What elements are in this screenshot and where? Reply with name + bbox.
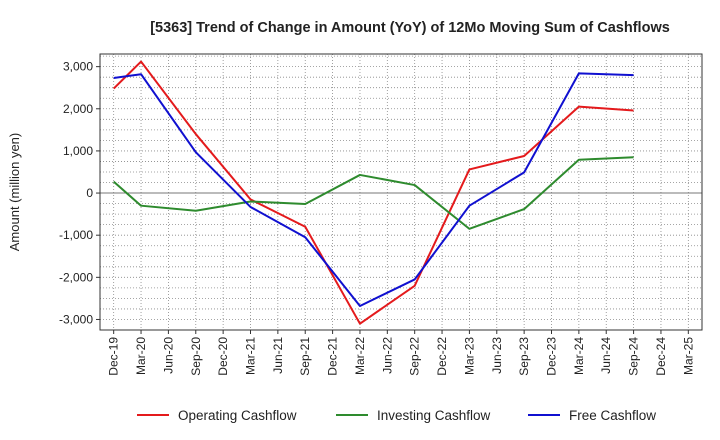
legend: Operating Cashflow Investing Cashflow Free… xyxy=(137,408,656,423)
x-tick-label: Mar-22 xyxy=(353,337,367,375)
y-tick-label: -3,000 xyxy=(59,312,93,326)
x-tick-label: Mar-24 xyxy=(572,337,586,375)
x-tick-label: Dec-24 xyxy=(654,337,668,376)
legend-label: Investing Cashflow xyxy=(377,408,491,423)
y-tick-label: -1,000 xyxy=(59,228,93,242)
x-tick-label: Sep-21 xyxy=(298,337,312,376)
series-lines xyxy=(112,60,634,325)
x-tick-label: Jun-24 xyxy=(599,337,613,374)
plot-frame xyxy=(99,53,703,331)
chart-title: [5363] Trend of Change in Amount (YoY) o… xyxy=(150,20,670,36)
x-tick-label: Mar-23 xyxy=(462,337,476,375)
x-tick-label: Dec-21 xyxy=(326,337,340,376)
x-tick-label: Sep-23 xyxy=(517,337,531,376)
series-line xyxy=(113,72,634,307)
x-tick-label: Dec-20 xyxy=(216,337,230,376)
x-tick-label: Mar-25 xyxy=(681,337,695,375)
x-tick-label: Jun-20 xyxy=(161,337,175,374)
x-tick-label: Dec-23 xyxy=(545,337,559,376)
legend-label: Operating Cashflow xyxy=(178,408,297,423)
x-tick-label: Dec-22 xyxy=(435,337,449,376)
x-tick-label: Jun-22 xyxy=(380,337,394,374)
x-tick-label: Mar-21 xyxy=(244,337,258,375)
y-tick-label: 3,000 xyxy=(63,60,93,74)
x-tick-label: Mar-20 xyxy=(134,337,148,375)
y-tick-label: 2,000 xyxy=(63,102,93,116)
x-tick-label: Jun-23 xyxy=(490,337,504,374)
x-tick-label: Jun-21 xyxy=(271,337,285,374)
x-tick-label: Dec-19 xyxy=(107,337,121,376)
y-tick-label: -2,000 xyxy=(59,270,93,284)
x-tick-label: Sep-24 xyxy=(627,337,641,376)
x-tick-label: Sep-20 xyxy=(189,337,203,376)
x-tick-label: Sep-22 xyxy=(408,337,422,376)
y-axis-ticks: -3,000 -2,000 -1,000 0 1,000 2,000 3,000 xyxy=(59,60,100,326)
legend-label: Free Cashflow xyxy=(569,408,656,423)
y-tick-label: 0 xyxy=(86,186,93,200)
gridlines xyxy=(100,54,702,330)
x-axis-ticks: Dec-19 Mar-20 Jun-20 Sep-20 Dec-20 Mar-21 Jun-… xyxy=(107,330,695,376)
y-tick-label: 1,000 xyxy=(63,144,93,158)
series-line xyxy=(113,156,634,230)
y-axis-label: Amount (million yen) xyxy=(7,133,22,252)
